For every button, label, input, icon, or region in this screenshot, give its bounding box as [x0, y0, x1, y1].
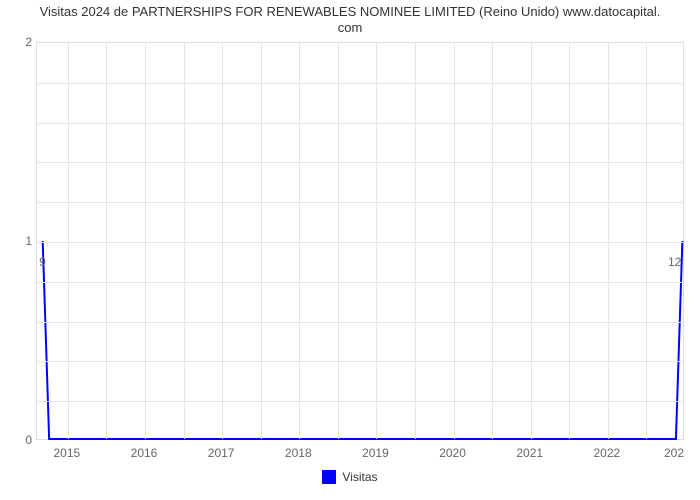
- gridline-vertical: [145, 43, 146, 439]
- gridline-horizontal: [37, 242, 683, 243]
- gridline-vertical: [299, 43, 300, 439]
- gridline-vertical: [492, 43, 493, 439]
- y-tick-label: 0: [18, 433, 32, 447]
- x-tick-label: 2015: [53, 446, 80, 460]
- gridline-horizontal: [37, 162, 683, 163]
- gridline-horizontal: [37, 83, 683, 84]
- chart-container: { "chart": { "type": "line", "title_line…: [0, 0, 700, 500]
- gridline-horizontal: [37, 123, 683, 124]
- gridline-vertical: [608, 43, 609, 439]
- y-tick-label: 1: [18, 234, 32, 248]
- gridline-horizontal: [37, 202, 683, 203]
- gridline-vertical: [106, 43, 107, 439]
- gridline-vertical: [338, 43, 339, 439]
- gridline-vertical: [222, 43, 223, 439]
- gridline-vertical: [415, 43, 416, 439]
- data-point-label: 12: [668, 255, 681, 269]
- legend: Visitas: [0, 470, 700, 484]
- gridline-vertical: [454, 43, 455, 439]
- gridline-horizontal: [37, 401, 683, 402]
- gridline-vertical: [261, 43, 262, 439]
- chart-title-line1: Visitas 2024 de PARTNERSHIPS FOR RENEWAB…: [0, 4, 700, 19]
- gridline-vertical: [569, 43, 570, 439]
- chart-title-line2: com: [0, 20, 700, 35]
- x-tick-label: 2021: [516, 446, 543, 460]
- x-tick-label: 2016: [131, 446, 158, 460]
- plot-area: [36, 42, 684, 440]
- gridline-vertical: [646, 43, 647, 439]
- gridline-vertical: [184, 43, 185, 439]
- gridline-horizontal: [37, 322, 683, 323]
- x-tick-label-clipped: 202: [664, 446, 684, 460]
- y-tick-label: 2: [18, 35, 32, 49]
- gridline-horizontal: [37, 361, 683, 362]
- gridline-vertical: [531, 43, 532, 439]
- x-tick-label: 2017: [208, 446, 235, 460]
- legend-swatch: [322, 470, 336, 484]
- legend-label: Visitas: [342, 470, 377, 484]
- gridline-vertical: [376, 43, 377, 439]
- data-point-label: 9: [39, 255, 46, 269]
- series-line: [43, 241, 683, 439]
- x-tick-label: 2018: [285, 446, 312, 460]
- x-tick-label: 2019: [362, 446, 389, 460]
- x-tick-label: 2022: [593, 446, 620, 460]
- data-line-svg: [37, 43, 683, 439]
- x-tick-label: 2020: [439, 446, 466, 460]
- gridline-vertical: [68, 43, 69, 439]
- gridline-horizontal: [37, 282, 683, 283]
